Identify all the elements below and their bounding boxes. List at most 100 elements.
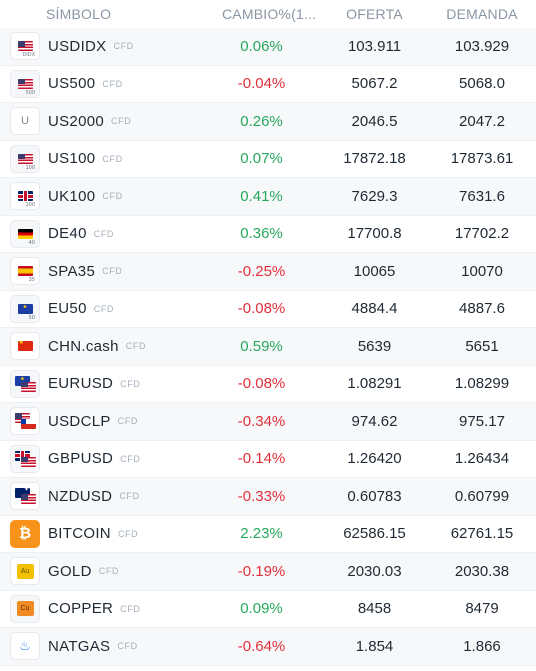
header-ask[interactable]: DEMANDA — [446, 6, 518, 22]
symbol-cell[interactable]: U US2000 CFD — [0, 107, 200, 136]
symbol-name[interactable]: CHN.cash — [48, 337, 119, 355]
ask-price[interactable]: 1.26434 — [454, 450, 510, 468]
icon-subtitle: DIDX — [22, 52, 35, 59]
bid-price[interactable]: 8458 — [357, 600, 392, 618]
symbol-cell[interactable]: 35 SPA35 CFD — [0, 257, 200, 286]
instrument-tag: CFD — [120, 603, 141, 614]
ask-price[interactable]: 8479 — [465, 600, 499, 618]
de-flag — [17, 228, 33, 239]
table-row[interactable]: EURUSD CFD -0.08% 1.08291 1.08299 — [0, 366, 536, 403]
symbol-cell[interactable]: DIDX USDIDX CFD — [0, 32, 200, 61]
ask-price[interactable]: 5068.0 — [459, 75, 505, 93]
symbol-cell[interactable]: 500 US500 CFD — [0, 69, 200, 98]
table-row[interactable]: 100 UK100 CFD 0.41% 7629.3 7631.6 — [0, 178, 536, 216]
bid-price[interactable]: 5639 — [357, 337, 392, 355]
table-row[interactable]: 50 EU50 CFD -0.08% 4884.4 4887.6 — [0, 291, 536, 328]
ask-price[interactable]: 2030.38 — [454, 562, 510, 580]
table-row[interactable]: 100 US100 CFD 0.07% 17872.18 17873.61 — [0, 141, 536, 178]
table-row[interactable]: DIDX USDIDX CFD 0.06% 103.911 103.929 — [0, 28, 536, 66]
instrument-tag: CFD — [119, 491, 140, 502]
change-value: -0.64% — [237, 637, 286, 655]
bid-price[interactable]: 2030.03 — [347, 562, 402, 580]
symbol-name[interactable]: UK100 — [48, 187, 96, 205]
symbol-cell[interactable]: ₿ BITCOIN CFD — [0, 519, 200, 548]
symbol-name[interactable]: USDIDX — [48, 37, 107, 55]
header-change[interactable]: CAMBIO%(1... — [222, 6, 317, 22]
ask-price[interactable]: 5651 — [465, 337, 499, 355]
symbol-cell[interactable]: 100 UK100 CFD — [0, 182, 200, 211]
ask-price[interactable]: 17873.61 — [450, 150, 514, 168]
instrument-tag: CFD — [117, 528, 139, 539]
flame-icon: ♨ — [10, 632, 40, 661]
bid-price[interactable]: 974.62 — [351, 412, 398, 430]
table-row[interactable]: GBPUSD CFD -0.14% 1.26420 1.26434 — [0, 441, 536, 478]
symbol-cell[interactable]: USDCLP CFD — [0, 407, 200, 436]
ask-price[interactable]: 17702.2 — [454, 225, 510, 243]
table-row[interactable]: 500 US500 CFD -0.04% 5067.2 5068.0 — [0, 66, 536, 103]
table-row[interactable]: Cu COPPER CFD 0.09% 8458 8479 — [0, 591, 536, 628]
symbol-name[interactable]: NZDUSD — [48, 487, 113, 505]
table-row[interactable]: USDCLP CFD -0.34% 974.62 975.17 — [0, 403, 536, 441]
bid-price[interactable]: 0.60783 — [347, 487, 402, 505]
symbol-name[interactable]: GOLD — [48, 562, 92, 580]
symbol-name[interactable]: US500 — [48, 75, 96, 93]
bid-price[interactable]: 1.854 — [355, 637, 394, 655]
table-row[interactable]: Au GOLD CFD -0.19% 2030.03 2030.38 — [0, 553, 536, 591]
ask-price[interactable]: 7631.6 — [459, 187, 505, 205]
table-row[interactable]: 40 DE40 CFD 0.36% 17700.8 17702.2 — [0, 216, 536, 253]
symbol-name[interactable]: SPA35 — [48, 262, 96, 280]
symbol-name[interactable]: EURUSD — [48, 375, 114, 393]
table-row[interactable]: ♨ NATGAS CFD -0.64% 1.854 1.866 — [0, 628, 536, 666]
symbol-cell[interactable]: Cu COPPER CFD — [0, 594, 200, 623]
symbol-name[interactable]: USDCLP — [48, 412, 111, 430]
bid-price[interactable]: 10065 — [353, 262, 396, 280]
header-bid[interactable]: OFERTA — [346, 6, 403, 22]
symbol-cell[interactable]: ♨ NATGAS CFD — [0, 632, 200, 661]
ask-price[interactable]: 10070 — [461, 262, 503, 280]
instrument-tag: CFD — [117, 416, 138, 427]
symbol-name[interactable]: COPPER — [48, 600, 114, 618]
symbol-cell[interactable]: GBPUSD CFD — [0, 444, 200, 473]
ask-price[interactable]: 4887.6 — [459, 300, 505, 318]
ask-price[interactable]: 62761.15 — [450, 525, 514, 543]
symbol-name[interactable]: GBPUSD — [48, 450, 114, 468]
table-row[interactable]: U US2000 CFD 0.26% 2046.5 2047.2 — [0, 103, 536, 141]
ask-price[interactable]: 975.17 — [459, 412, 505, 430]
bid-price[interactable]: 1.08291 — [347, 375, 402, 393]
bid-price[interactable]: 17700.8 — [347, 225, 402, 243]
symbol-cell[interactable]: 100 US100 CFD — [0, 144, 200, 173]
change-value: -0.33% — [237, 487, 286, 505]
germany-flag-icon: 40 — [10, 219, 40, 248]
table-row[interactable]: 35 SPA35 CFD -0.25% 10065 10070 — [0, 253, 536, 291]
header-symbol[interactable]: SÍMBOLO — [46, 6, 112, 22]
symbol-name[interactable]: US100 — [48, 150, 96, 168]
bid-price[interactable]: 1.26420 — [347, 450, 402, 468]
symbol-name[interactable]: NATGAS — [48, 637, 111, 655]
symbol-name[interactable]: EU50 — [48, 300, 87, 318]
ask-price[interactable]: 0.60799 — [454, 487, 510, 505]
symbol-cell[interactable]: EURUSD CFD — [0, 369, 200, 398]
ask-price[interactable]: 1.08299 — [454, 375, 510, 393]
table-row[interactable]: NZDUSD CFD -0.33% 0.60783 0.60799 — [0, 478, 536, 516]
symbol-cell[interactable]: 50 EU50 CFD — [0, 294, 200, 323]
symbol-cell[interactable]: CHN.cash CFD — [0, 332, 200, 361]
symbol-cell[interactable]: Au GOLD CFD — [0, 557, 200, 586]
bid-price[interactable]: 17872.18 — [343, 150, 406, 168]
bid-price[interactable]: 5067.2 — [351, 75, 398, 93]
bid-price[interactable]: 4884.4 — [351, 300, 398, 318]
letter-u-icon: U — [10, 107, 40, 136]
symbol-cell[interactable]: 40 DE40 CFD — [0, 219, 200, 248]
bid-price[interactable]: 2046.5 — [351, 112, 398, 130]
table-row[interactable]: ₿ BITCOIN CFD 2.23% 62586.15 62761.15 — [0, 516, 536, 553]
symbol-name[interactable]: BITCOIN — [48, 525, 111, 543]
ask-price[interactable]: 2047.2 — [459, 112, 505, 130]
symbol-name[interactable]: DE40 — [48, 225, 87, 243]
symbol-name[interactable]: US2000 — [48, 112, 105, 130]
symbol-cell[interactable]: NZDUSD CFD — [0, 482, 200, 511]
bid-price[interactable]: 62586.15 — [343, 525, 406, 543]
bid-price[interactable]: 7629.3 — [351, 187, 398, 205]
table-row[interactable]: CHN.cash CFD 0.59% 5639 5651 — [0, 328, 536, 366]
ask-price[interactable]: 103.929 — [454, 37, 510, 55]
bid-price[interactable]: 103.911 — [347, 37, 402, 55]
ask-price[interactable]: 1.866 — [463, 637, 501, 655]
